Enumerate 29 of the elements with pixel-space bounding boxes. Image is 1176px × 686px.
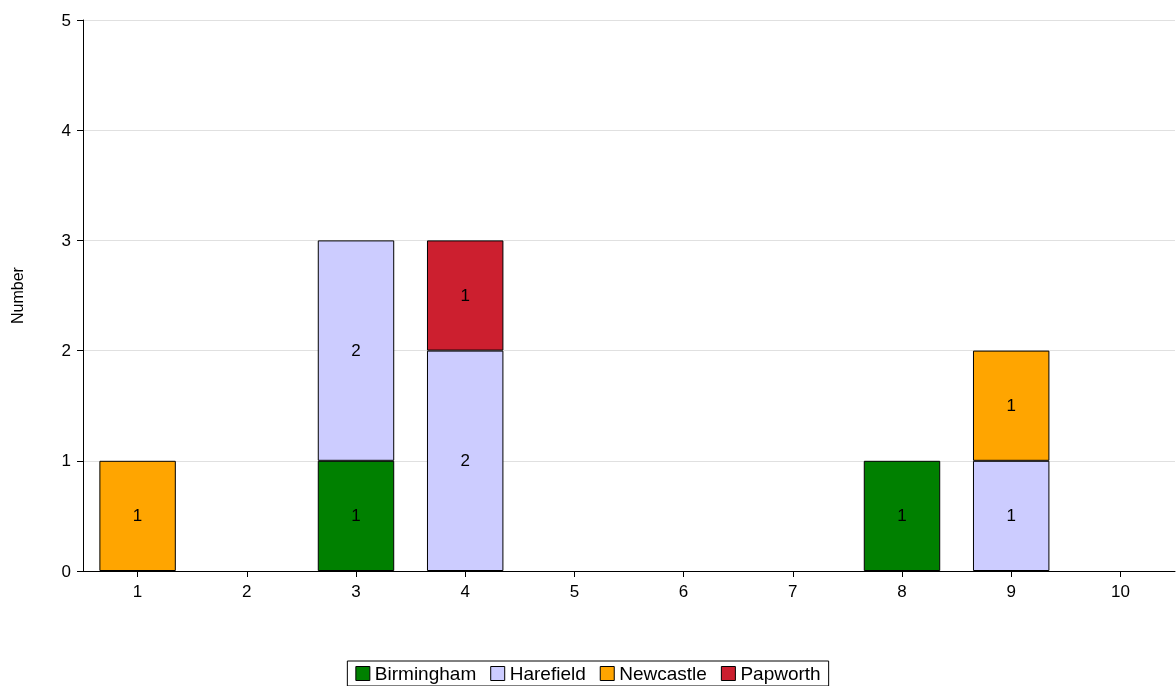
y-tick-label: 0 <box>61 561 71 581</box>
data-label: 1 <box>351 506 361 526</box>
x-tick-label: 10 <box>1110 582 1130 601</box>
x-tick-label: 3 <box>351 582 361 601</box>
x-tick-label: 4 <box>460 582 470 601</box>
x-tick-label: 5 <box>569 582 580 601</box>
data-label: 1 <box>132 506 143 526</box>
x-tick-label: 1 <box>132 582 143 601</box>
legend-label: Newcastle <box>619 663 707 684</box>
x-tick-label: 2 <box>242 582 252 601</box>
data-label: 1 <box>1006 506 1016 526</box>
x-tick-label: 6 <box>678 582 689 601</box>
x-tick-label: 8 <box>897 582 907 601</box>
y-tick-label: 4 <box>61 120 71 140</box>
y-tick-label: 1 <box>61 451 71 471</box>
y-tick-label: 3 <box>61 230 71 250</box>
x-tick-label: 9 <box>1006 582 1016 601</box>
data-label: 1 <box>460 286 470 305</box>
data-label: 1 <box>1006 396 1016 416</box>
legend-label: Birmingham <box>374 663 477 684</box>
y-tick-label: 5 <box>61 10 71 30</box>
legend-label: Harefield <box>509 663 586 684</box>
legend-label: Papworth <box>740 663 821 684</box>
data-label: 2 <box>460 451 470 471</box>
x-tick-label: 7 <box>788 582 798 601</box>
y-axis-title: Number <box>8 266 26 324</box>
data-label: 1 <box>897 506 907 526</box>
data-label: 2 <box>351 341 361 361</box>
y-tick-label: 2 <box>61 341 71 361</box>
